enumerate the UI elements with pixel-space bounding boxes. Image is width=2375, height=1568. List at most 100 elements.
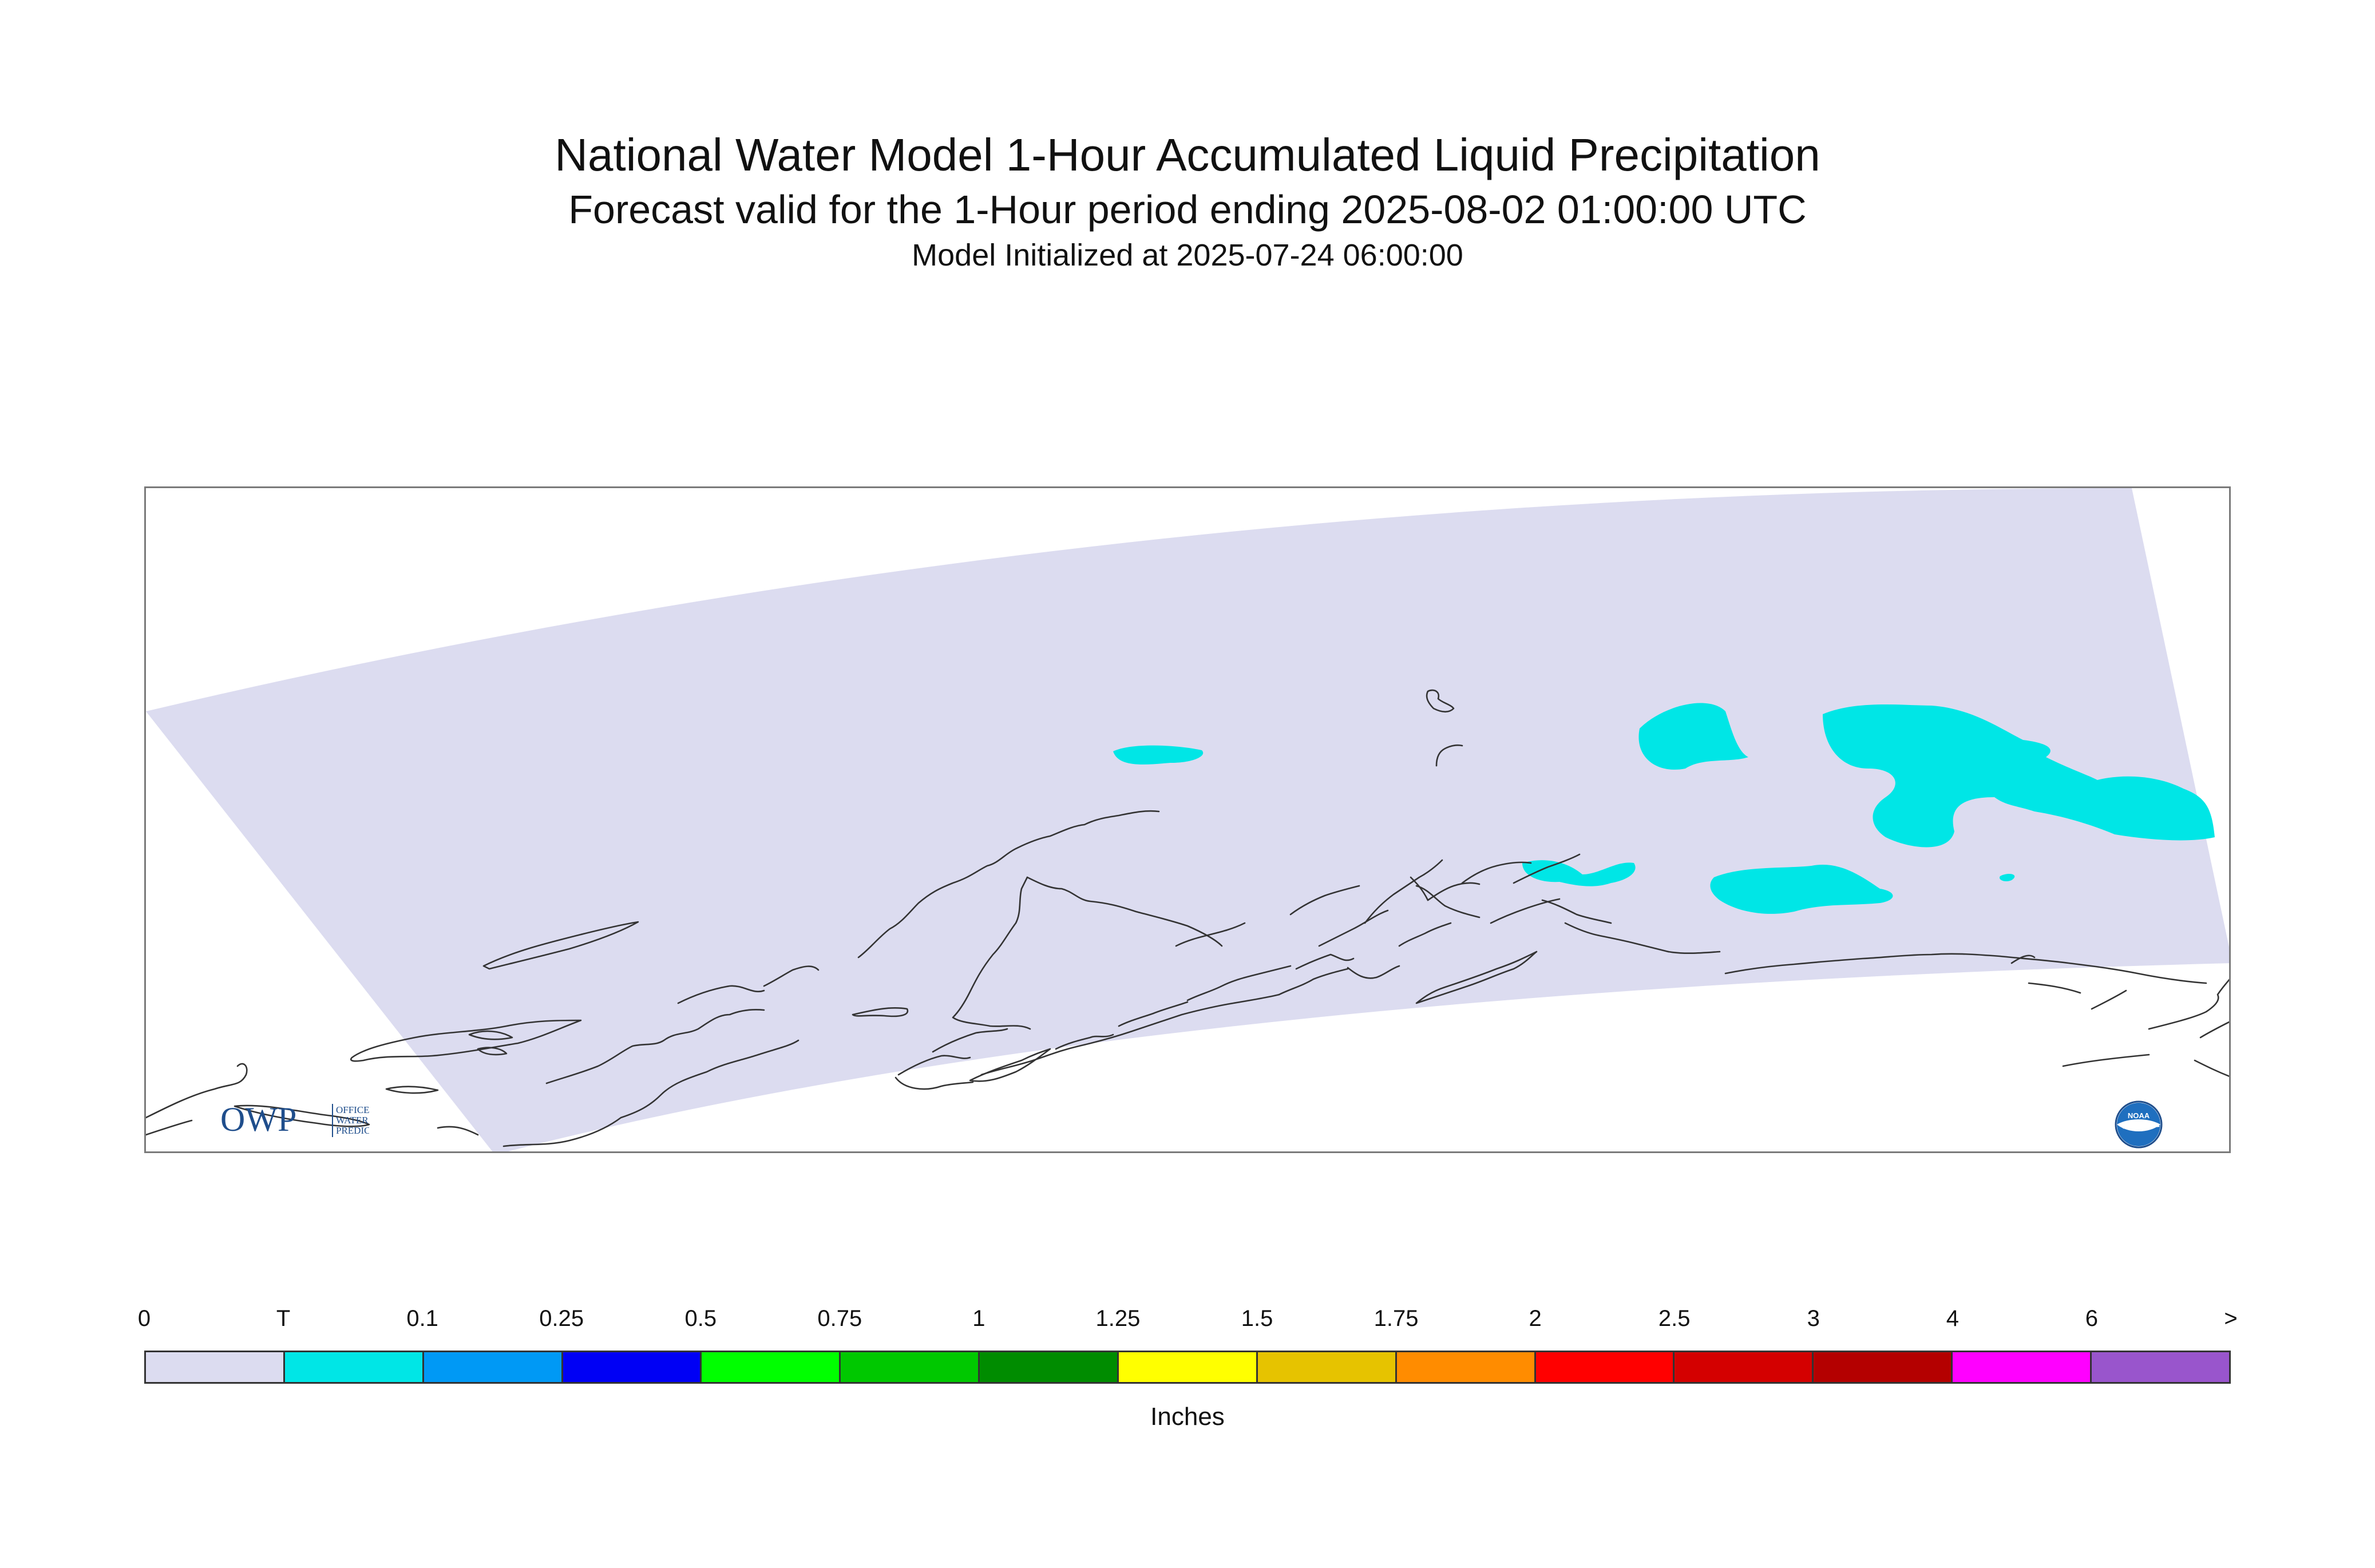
legend-swatch — [702, 1352, 841, 1382]
precip-area — [1113, 745, 1204, 765]
coastline — [1278, 968, 1349, 996]
legend-tick-label: 0 — [137, 1306, 151, 1331]
coastline — [980, 993, 1280, 1076]
coastline — [233, 1104, 370, 1127]
owp-logo-line-1: OFFICE OF — [336, 1104, 369, 1115]
coastline — [1347, 965, 1400, 979]
coastline — [1175, 922, 1246, 947]
coastline — [468, 1030, 513, 1040]
coastline — [1398, 922, 1452, 947]
legend-tick-label: 0.25 — [539, 1306, 584, 1331]
coastline — [969, 1048, 1051, 1082]
forecast-valid-subtitle: Forecast valid for the 1-Hour period end… — [568, 187, 1807, 232]
legend-tick-label: 3 — [1807, 1306, 1820, 1331]
coastline — [1186, 965, 1292, 1001]
legend-swatch — [980, 1352, 1119, 1382]
legend-swatch — [841, 1352, 980, 1382]
legend-swatch — [284, 1352, 424, 1382]
coastline — [857, 810, 1160, 959]
coastline — [1415, 951, 1538, 1004]
coastline — [1667, 951, 1721, 955]
map-title: National Water Model 1-Hour Accumulated … — [555, 129, 1820, 180]
coastline — [1364, 859, 1443, 924]
coastline — [1118, 1001, 1189, 1027]
coastline — [1564, 922, 1669, 953]
noaa-logo: NOAA — [2115, 1100, 2163, 1149]
legend-units: Inches — [1150, 1403, 1225, 1431]
coastline — [932, 1028, 1008, 1053]
legend-swatch — [1119, 1352, 1258, 1382]
legend-tick-label: 1 — [972, 1306, 985, 1331]
coastline — [2010, 955, 2036, 964]
coastline — [1513, 853, 1581, 884]
coastline — [897, 1055, 971, 1076]
title-block: National Water Model 1-Hour Accumulated … — [0, 0, 2375, 298]
precip-area — [1823, 704, 2215, 848]
coastline — [1415, 885, 1481, 918]
coastline — [852, 1007, 909, 1017]
coastline — [1289, 885, 1360, 916]
legend-tick-label: 0.5 — [684, 1306, 717, 1331]
coastline — [894, 1076, 974, 1090]
owp-logo: OWP OFFICE OF WATER PREDICTION — [220, 1100, 369, 1138]
precip-area — [2000, 874, 2015, 882]
model-init-time: Model Initialized at 2025-07-24 06:00:00 — [912, 238, 1463, 272]
coastline — [2091, 989, 2127, 1010]
legend-tick-label: 1.25 — [1095, 1306, 1141, 1331]
coastline — [502, 1039, 799, 1147]
precipitation-areas — [1113, 703, 2215, 914]
legend-tick-label: 1.75 — [1373, 1306, 1419, 1331]
noaa-logo-gull — [2121, 1120, 2160, 1129]
coastline — [1055, 1034, 1114, 1050]
coastline — [2148, 979, 2229, 1030]
coastline — [1026, 876, 1223, 947]
legend-swatch — [1257, 1352, 1397, 1382]
legend-tick-label: 0.75 — [817, 1306, 862, 1331]
coastline — [1541, 899, 1612, 924]
model-domain-area — [146, 488, 2229, 1151]
legend-swatch — [1953, 1352, 2092, 1382]
coastline — [1435, 744, 1463, 767]
coastline — [477, 1047, 508, 1056]
owp-logo-line-2: WATER — [336, 1115, 369, 1126]
coastline — [482, 921, 639, 970]
coastline — [350, 1019, 582, 1062]
legend-tick-label: 1.5 — [1241, 1306, 1273, 1331]
legend-tick-label: > — [2224, 1306, 2238, 1331]
legend-swatch — [1535, 1352, 1675, 1382]
legend-swatch — [1814, 1352, 1953, 1382]
precipitation-map — [146, 488, 2229, 1151]
coastline — [1427, 882, 1481, 901]
legend-swatch — [1675, 1352, 1814, 1382]
noaa-logo-mark: NOAA — [2128, 1111, 2150, 1120]
legend-swatch — [423, 1352, 563, 1382]
coastline — [1295, 953, 1355, 970]
coastline — [437, 1126, 479, 1136]
owp-logo-line-3: PREDICTION — [336, 1125, 369, 1136]
coastline — [1426, 689, 1455, 713]
coastline — [1318, 909, 1389, 947]
legend-swatch — [2092, 1352, 2229, 1382]
legend-tick-label: T — [276, 1306, 291, 1331]
coastline — [1461, 861, 1532, 884]
legend-swatch — [1396, 1352, 1536, 1382]
coastline — [763, 965, 820, 987]
legend-tick-label: 2 — [1529, 1306, 1542, 1331]
owp-logo-mark: OWP — [220, 1100, 296, 1138]
coastline — [2062, 1054, 2150, 1067]
coastline — [952, 876, 1031, 1030]
legend-swatch — [146, 1352, 285, 1382]
coastline — [146, 1063, 248, 1119]
coastline — [146, 1119, 193, 1136]
coastline — [2194, 1059, 2229, 1078]
legend-swatch — [563, 1352, 702, 1382]
coastline — [1724, 953, 2207, 984]
map-panel: OWP OFFICE OF WATER PREDICTION NOAA — [144, 486, 2231, 1153]
legend-tick-label: 4 — [1946, 1306, 1959, 1331]
coastline — [545, 1008, 765, 1084]
noaa-logo-bottom — [2117, 1124, 2160, 1146]
coastline — [385, 1086, 439, 1094]
legend-tick-label: 2.5 — [1658, 1306, 1691, 1331]
precip-area — [1638, 703, 1748, 770]
coastline — [2199, 1021, 2229, 1039]
